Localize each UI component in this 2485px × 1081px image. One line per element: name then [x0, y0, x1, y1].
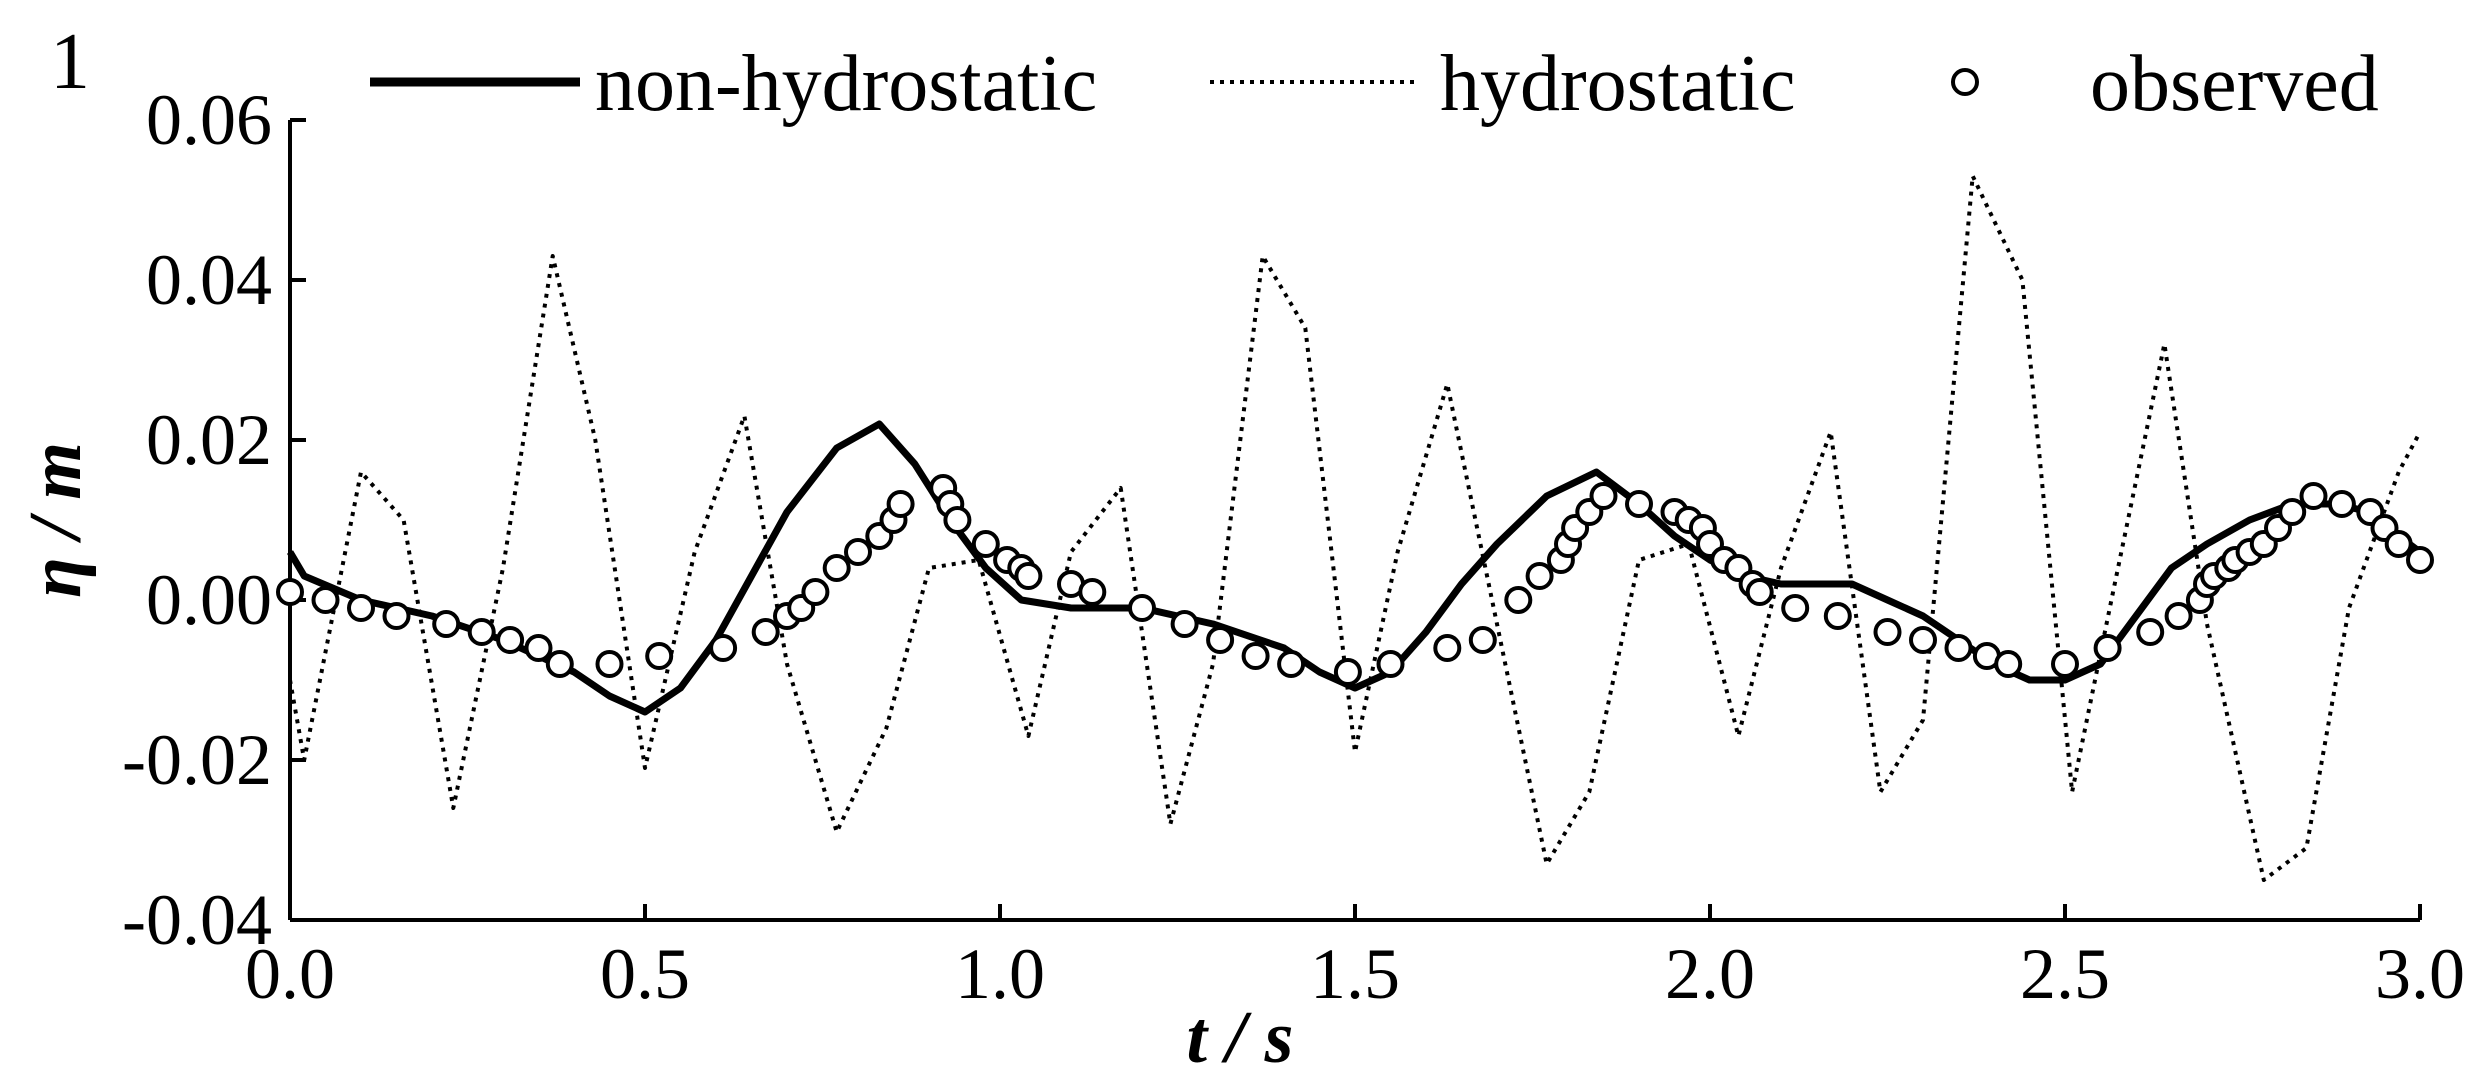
observed-point: [1873, 618, 1902, 646]
observed-point: [2278, 498, 2307, 526]
series-hydrostatic-line: [288, 174, 2422, 882]
observed-point: [1589, 482, 1618, 510]
observed-point: [496, 626, 525, 654]
observed-point: [2299, 482, 2328, 510]
observed-point: [645, 642, 674, 670]
observed-point: [2136, 618, 2165, 646]
observed-point: [1014, 562, 1043, 590]
y-tick-label: 0.04: [146, 240, 272, 320]
observed-point: [1433, 634, 1462, 662]
y-tick-label: -0.02: [122, 720, 272, 800]
y-ticks: -0.04 -0.02 0.00 0.02 0.04 0.06: [122, 80, 306, 960]
observed-point: [1206, 626, 1235, 654]
observed-point: [709, 634, 738, 662]
observed-point: [1333, 658, 1362, 686]
observed-point: [347, 594, 375, 622]
legend-marker-observed: [1951, 68, 1979, 96]
observed-point: [1128, 594, 1156, 622]
observed-point: [943, 506, 972, 534]
observed-point: [971, 530, 1000, 558]
x-tick-label: 3.0: [2375, 934, 2465, 1014]
observed-point: [2384, 530, 2413, 558]
observed-point: [1745, 578, 1774, 606]
observed-point: [886, 490, 915, 518]
observed-point: [1078, 578, 1107, 606]
y-axis-title: η / m: [15, 442, 97, 598]
observed-point: [1781, 594, 1810, 622]
legend-label-non-hydrostatic: non-hydrostatic: [595, 40, 1097, 128]
observed-point: [311, 586, 340, 614]
x-axis-title: t / s: [1187, 997, 1294, 1076]
observed-point: [1376, 650, 1405, 678]
observed-point: [1241, 642, 1270, 670]
observed-point: [2327, 490, 2356, 518]
observed-point: [751, 618, 780, 646]
observed-point: [1504, 586, 1533, 614]
x-tick-label: 2.0: [1665, 934, 1755, 1014]
x-tick-label: 2.5: [2020, 934, 2110, 1014]
observed-point: [1909, 626, 1937, 654]
x-ticks: 0.0 0.5 1.0 1.5 2.0 2.5 3.0: [245, 904, 2465, 1014]
y-tick-label: 0.00: [146, 560, 272, 640]
x-tick-label: 0.0: [245, 934, 335, 1014]
observed-point: [801, 578, 830, 606]
observed-point: [1170, 610, 1199, 638]
observed-point: [844, 538, 872, 566]
x-tick-label: 1.5: [1310, 934, 1400, 1014]
y-tick-label: -0.04: [122, 880, 272, 960]
observed-point: [2093, 634, 2122, 662]
observed-point: [1277, 650, 1306, 678]
observed-point: [524, 634, 553, 662]
series-observed: [276, 474, 2434, 686]
observed-point: [595, 650, 624, 678]
legend: non-hydrostatic hydrostatic observed: [370, 40, 2379, 128]
observed-point: [1944, 634, 1973, 662]
observed-point: [545, 650, 574, 678]
series-layer: [276, 174, 2434, 882]
observed-point: [432, 610, 461, 638]
observed-point: [1625, 490, 1653, 518]
observed-point: [822, 554, 851, 582]
panel-label: 1: [50, 18, 90, 106]
x-tick-label: 1.0: [955, 934, 1045, 1014]
x-tick-label: 0.5: [600, 934, 690, 1014]
observed-point: [1994, 650, 2023, 678]
observed-point: [2406, 546, 2434, 574]
observed-point: [276, 578, 304, 606]
observed-point: [1823, 602, 1852, 630]
observed-point: [467, 618, 496, 646]
observed-point: [382, 602, 411, 630]
legend-label-observed: observed: [2090, 40, 2379, 128]
observed-point: [2051, 650, 2079, 678]
y-tick-label: 0.02: [146, 400, 272, 480]
y-tick-label: 0.06: [146, 80, 272, 160]
observed-point: [1468, 626, 1497, 654]
observed-point: [2164, 602, 2193, 630]
observed-point: [1525, 562, 1554, 590]
legend-label-hydrostatic: hydrostatic: [1440, 40, 1795, 128]
